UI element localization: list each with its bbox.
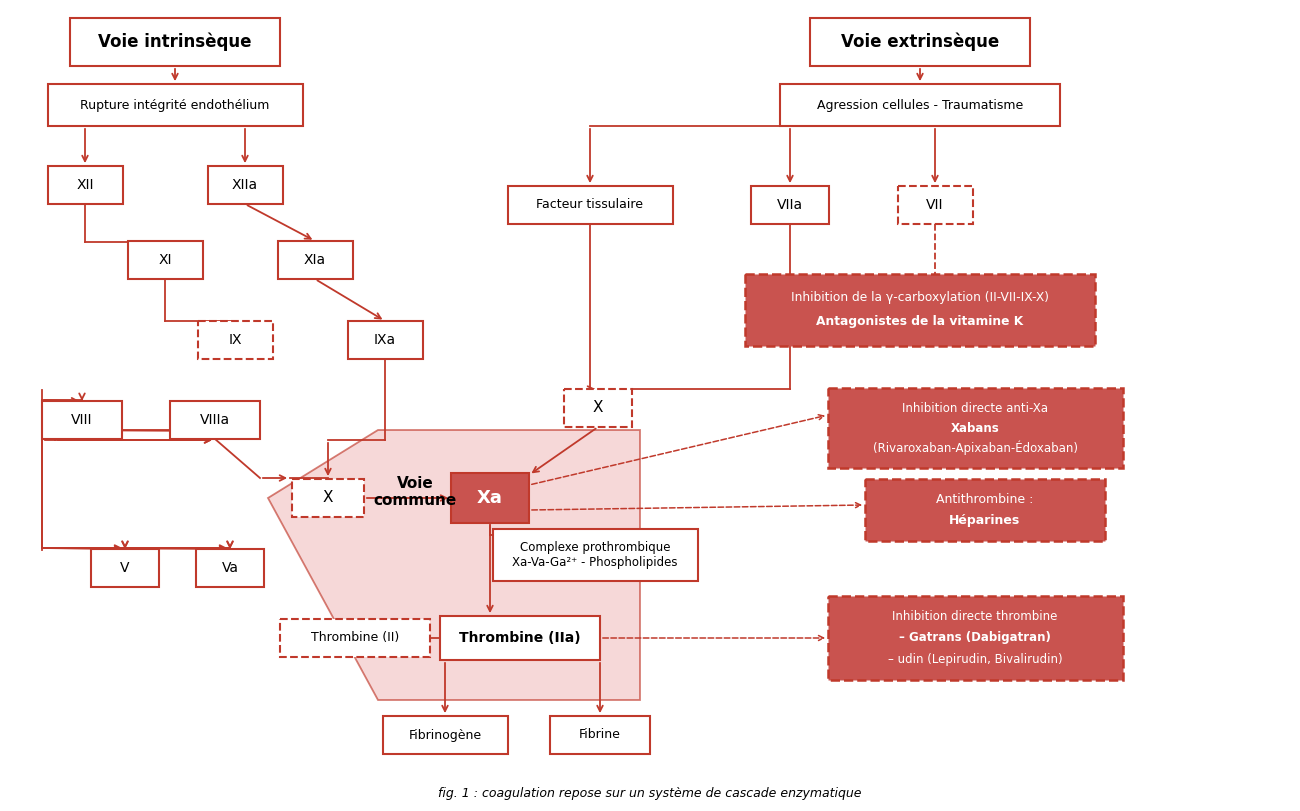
- Bar: [780, 84, 1060, 126]
- Bar: [564, 389, 632, 427]
- Bar: [493, 529, 698, 581]
- Bar: [170, 401, 260, 439]
- Bar: [828, 596, 1122, 680]
- Polygon shape: [268, 430, 640, 700]
- Bar: [208, 166, 282, 204]
- Text: Antithrombine :: Antithrombine :: [936, 493, 1034, 506]
- Bar: [864, 479, 1105, 541]
- Bar: [48, 84, 303, 126]
- Text: Inhibition directe thrombine: Inhibition directe thrombine: [892, 611, 1058, 624]
- Bar: [751, 186, 829, 224]
- Text: VIII: VIII: [72, 413, 92, 427]
- Bar: [439, 616, 601, 660]
- Text: X: X: [593, 401, 603, 415]
- Text: Héparines: Héparines: [949, 514, 1020, 527]
- Text: IX: IX: [229, 333, 242, 347]
- Text: Facteur tissulaire: Facteur tissulaire: [537, 199, 644, 212]
- Bar: [127, 241, 203, 279]
- Bar: [196, 549, 264, 587]
- Text: (Rivaroxaban-Apixaban-Édoxaban): (Rivaroxaban-Apixaban-Édoxaban): [872, 440, 1078, 455]
- Text: XI: XI: [159, 253, 172, 267]
- Text: VII: VII: [926, 198, 944, 212]
- Bar: [277, 241, 352, 279]
- Bar: [810, 18, 1030, 66]
- Text: Fibrine: Fibrine: [578, 728, 621, 741]
- Text: Thrombine (IIa): Thrombine (IIa): [459, 631, 581, 645]
- Text: Xabans: Xabans: [950, 422, 1000, 435]
- Text: Va: Va: [221, 561, 238, 575]
- Bar: [828, 388, 1122, 468]
- Text: VIIa: VIIa: [777, 198, 803, 212]
- Text: IXa: IXa: [374, 333, 396, 347]
- Text: XII: XII: [77, 178, 94, 192]
- Bar: [292, 479, 364, 517]
- Bar: [70, 18, 280, 66]
- Text: Inhibition directe anti-Xa: Inhibition directe anti-Xa: [902, 401, 1048, 414]
- Text: Complexe prothrombique
Xa-Va-Ga²⁺ - Phospholipides: Complexe prothrombique Xa-Va-Ga²⁺ - Phos…: [512, 541, 677, 569]
- Text: Fibrinogène: Fibrinogène: [408, 728, 481, 741]
- Bar: [42, 401, 122, 439]
- Text: – Gatrans (Dabigatran): – Gatrans (Dabigatran): [900, 632, 1050, 645]
- Text: Voie
commune: Voie commune: [373, 476, 456, 508]
- Text: Antagonistes de la vitamine K: Antagonistes de la vitamine K: [816, 315, 1023, 328]
- Text: XIIa: XIIa: [231, 178, 259, 192]
- Text: X: X: [322, 491, 333, 505]
- Bar: [897, 186, 972, 224]
- Bar: [451, 473, 529, 523]
- Text: fig. 1 : coagulation repose sur un système de cascade enzymatique: fig. 1 : coagulation repose sur un systè…: [438, 787, 862, 800]
- Text: – udin (Lepirudin, Bivalirudin): – udin (Lepirudin, Bivalirudin): [888, 653, 1062, 666]
- Text: XIa: XIa: [304, 253, 326, 267]
- Bar: [745, 274, 1095, 346]
- Bar: [382, 716, 507, 754]
- Bar: [280, 619, 430, 657]
- Text: Voie intrinsèque: Voie intrinsèque: [99, 32, 252, 51]
- Text: VIIIa: VIIIa: [200, 413, 230, 427]
- Bar: [91, 549, 159, 587]
- Bar: [507, 186, 672, 224]
- Text: Xa: Xa: [477, 489, 503, 507]
- Text: Inhibition de la γ-carboxylation (II-VII-IX-X): Inhibition de la γ-carboxylation (II-VII…: [790, 291, 1049, 304]
- Text: Thrombine (II): Thrombine (II): [311, 632, 399, 645]
- Text: V: V: [120, 561, 130, 575]
- Bar: [48, 166, 122, 204]
- Bar: [347, 321, 422, 359]
- Text: Rupture intégrité endothélium: Rupture intégrité endothélium: [81, 98, 269, 111]
- Bar: [550, 716, 650, 754]
- Text: Agression cellules - Traumatisme: Agression cellules - Traumatisme: [816, 98, 1023, 111]
- Bar: [198, 321, 273, 359]
- Text: Voie extrinsèque: Voie extrinsèque: [841, 32, 1000, 51]
